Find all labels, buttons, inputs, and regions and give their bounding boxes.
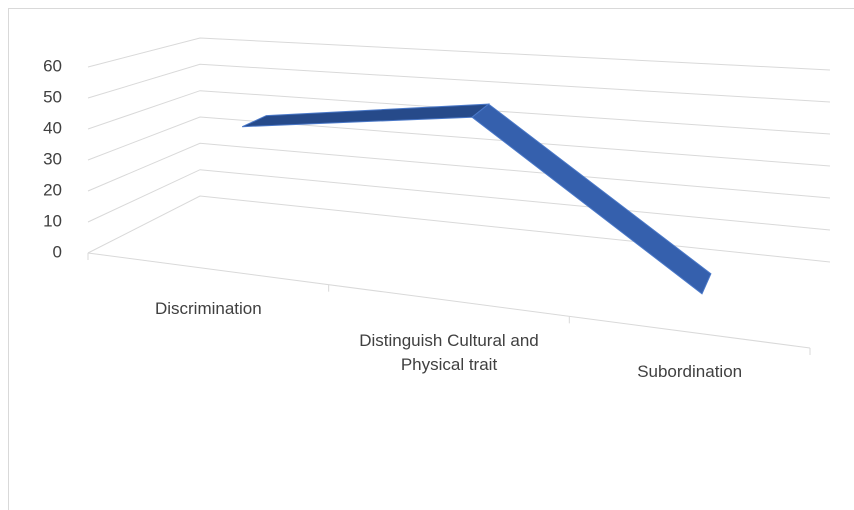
chart-border (8, 8, 854, 510)
line-segment (471, 103, 712, 295)
grid-line (87, 195, 831, 263)
grid-line (87, 37, 831, 71)
grid-line (87, 116, 831, 167)
x-tick-label: Distinguish Cultural and Physical trait (359, 330, 539, 374)
y-tick-label: 30 (43, 149, 62, 168)
x-tick-label: Discrimination (154, 298, 262, 318)
line-segment (241, 103, 491, 128)
y-tick-label: 0 (53, 242, 62, 261)
grid-line (87, 169, 831, 231)
y-tick-label: 10 (43, 211, 62, 230)
y-tick-label: 40 (43, 118, 62, 137)
y-tick-label: 60 (43, 56, 62, 75)
grid-line (87, 142, 831, 199)
y-tick-label: 20 (43, 180, 62, 199)
grid-line (87, 63, 831, 103)
grid-line (87, 90, 831, 135)
y-tick-label: 50 (43, 87, 62, 106)
x-axis (87, 252, 811, 349)
x-tick-label: Subordination (637, 362, 743, 382)
